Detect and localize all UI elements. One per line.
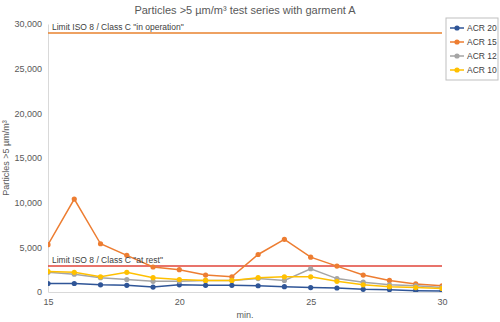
y-tick-label: 30,000 <box>14 19 42 29</box>
y-tick: 25,000 <box>14 64 48 74</box>
legend: ACR 20 ACR 15 ACR 12 ACR 10 <box>446 18 498 80</box>
y-tick-label: 25,000 <box>14 64 42 74</box>
data-point <box>282 237 287 242</box>
data-point <box>150 275 155 280</box>
data-point <box>361 287 366 292</box>
data-point <box>72 196 77 201</box>
data-point <box>124 277 129 282</box>
data-point <box>124 283 129 288</box>
x-tick-label: 15 <box>43 297 53 307</box>
legend-marker <box>454 53 459 58</box>
data-point <box>203 278 208 283</box>
data-point <box>177 277 182 282</box>
data-point <box>124 270 129 275</box>
data-point <box>98 282 103 287</box>
reference-label: Limit ISO 8 / Class C "at rest" <box>52 255 163 265</box>
y-tick: 10,000 <box>14 198 48 208</box>
y-tick-label: 5,000 <box>19 243 42 253</box>
data-point <box>256 283 261 288</box>
y-tick: 0 <box>37 287 48 297</box>
data-point <box>203 283 208 288</box>
x-axis: 15 20 25 30 <box>43 292 447 307</box>
data-point <box>203 278 208 283</box>
data-point <box>229 278 234 283</box>
data-point <box>308 274 313 279</box>
reference-label: Limit ISO 8 / Class C "in operation" <box>52 22 184 32</box>
y-tick-label: 15,000 <box>14 153 42 163</box>
data-point <box>48 242 51 247</box>
data-point <box>48 269 51 274</box>
axis-line <box>48 25 49 293</box>
data-point <box>334 263 339 268</box>
data-point <box>334 279 339 284</box>
data-point <box>361 272 366 277</box>
y-axis-title: Particles >5 µm/m³ <box>1 120 11 195</box>
data-point <box>150 264 155 269</box>
x-tick-label: 20 <box>175 297 185 307</box>
data-point <box>48 281 51 286</box>
legend-marker <box>454 39 459 44</box>
legend-label: ACR 20 <box>467 23 497 33</box>
data-point <box>203 272 208 277</box>
data-point <box>413 285 418 290</box>
x-tick-label: 25 <box>306 297 316 307</box>
data-point <box>308 285 313 290</box>
x-tick: 25 <box>306 292 316 307</box>
data-point <box>439 285 442 290</box>
data-point <box>256 275 261 280</box>
x-tick: 15 <box>43 292 53 307</box>
data-point <box>387 284 392 289</box>
y-tick-label: 10,000 <box>14 198 42 208</box>
series-line <box>48 199 442 286</box>
x-axis-title: min. <box>236 310 253 320</box>
x-tick-label: 30 <box>437 297 447 307</box>
data-point <box>256 252 261 257</box>
data-point <box>256 276 261 281</box>
chart: 15 20 25 30 0 5,000 10,000 15,000 20,000 25,000 30… <box>0 0 500 322</box>
y-tick: 20,000 <box>14 109 48 119</box>
legend-label: ACR 15 <box>467 37 497 47</box>
legend-marker <box>454 67 459 72</box>
data-point <box>439 286 442 291</box>
y-tick: 15,000 <box>14 153 48 163</box>
data-point <box>150 284 155 289</box>
data-point <box>308 255 313 260</box>
axis-line <box>49 292 443 293</box>
y-axis: 0 5,000 10,000 15,000 20,000 25,000 30,000 <box>14 19 48 297</box>
legend-label: ACR 10 <box>467 65 497 75</box>
data-point <box>387 278 392 283</box>
data-point <box>282 274 287 279</box>
x-tick: 20 <box>175 292 185 307</box>
data-point <box>177 267 182 272</box>
y-tick: 30,000 <box>14 19 48 29</box>
data-point <box>334 285 339 290</box>
data-point <box>361 282 366 287</box>
series-line <box>48 269 442 288</box>
data-point <box>98 274 103 279</box>
y-tick-label: 0 <box>37 287 42 297</box>
data-layer <box>48 33 442 292</box>
data-point <box>72 281 77 286</box>
x-tick: 30 <box>437 292 447 307</box>
data-point <box>98 275 103 280</box>
y-tick: 5,000 <box>19 243 48 253</box>
data-point <box>48 270 51 275</box>
series-line <box>48 271 442 288</box>
data-point <box>229 278 234 283</box>
data-point <box>72 270 77 275</box>
legend-box <box>446 18 498 80</box>
data-point <box>282 284 287 289</box>
legend-label: ACR 12 <box>467 51 497 61</box>
reference-line <box>48 32 442 34</box>
title: Particles >5 µm/m³ test series with garm… <box>134 4 356 16</box>
plot-area: 15 20 25 30 0 5,000 10,000 15,000 20,000 25,000 30… <box>14 19 447 307</box>
legend-marker <box>454 25 459 30</box>
data-point <box>98 241 103 246</box>
y-tick-label: 20,000 <box>14 109 42 119</box>
data-point <box>308 266 313 271</box>
data-point <box>229 283 234 288</box>
